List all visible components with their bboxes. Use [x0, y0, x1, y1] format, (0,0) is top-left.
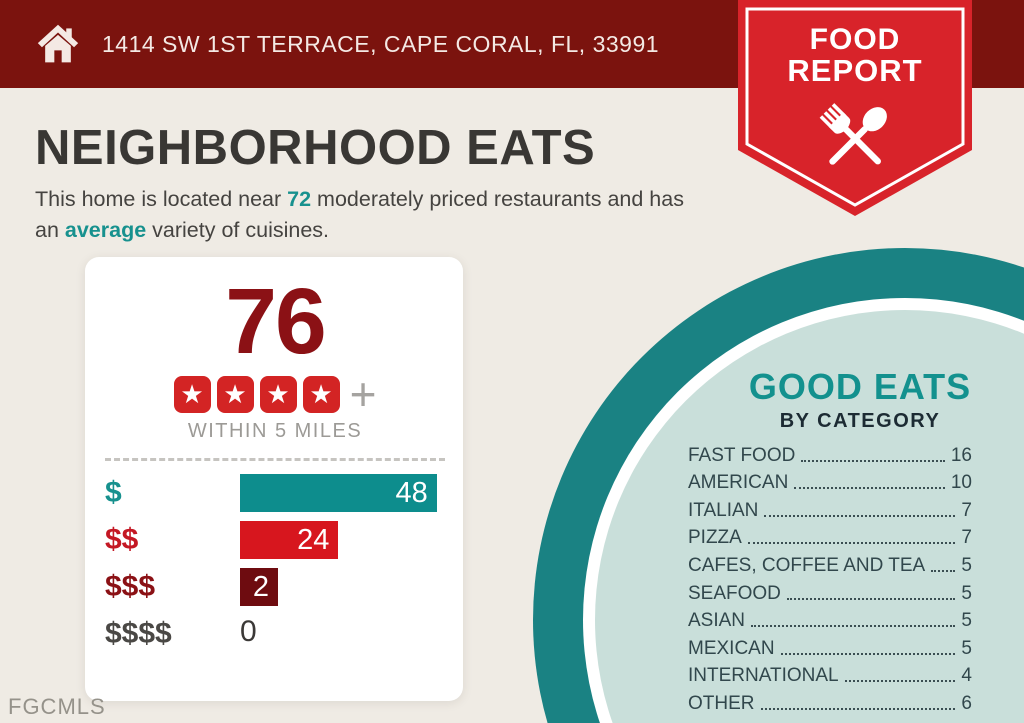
badge-title-line2: REPORT	[787, 53, 923, 89]
good-eats-subtitle: BY CATEGORY	[779, 410, 941, 432]
restaurant-count: 72	[287, 187, 312, 211]
plus-sign: +	[349, 368, 377, 420]
bar-row-dollar2: $$ 24	[105, 521, 445, 559]
bar-track: 2	[240, 568, 445, 606]
bar-row-dollar3: $$$ 2	[105, 568, 445, 606]
list-item: ITALIAN 7	[688, 499, 972, 521]
list-item: ASIAN 5	[688, 610, 972, 632]
subtitle-text: moderately priced restaurants and has an	[35, 187, 684, 242]
star-icon: ★	[173, 375, 211, 413]
price-label-dollar2: $$	[105, 523, 139, 556]
bar-value: 48	[395, 476, 428, 509]
score-card: 76 ★ ★ ★ ★ + WITHIN 5 MILES $ 48 $$	[85, 257, 463, 701]
good-eats-header: GOOD EATS BY CATEGORY	[690, 366, 1024, 433]
category-list: FAST FOOD 16 AMERICAN 10 ITALIAN 7 PIZZA 7 C…	[688, 441, 972, 717]
home-icon	[37, 24, 79, 63]
dotted-leader	[751, 625, 956, 628]
bar-track: 24	[240, 521, 445, 559]
radius-label: WITHIN 5 MILES	[187, 420, 363, 442]
dashed-divider	[105, 458, 445, 461]
bar-track: 0	[240, 615, 445, 653]
dotted-leader	[747, 542, 956, 545]
ribbon-shape	[738, 0, 972, 216]
bar-dollar2: 24	[240, 521, 339, 559]
list-item: CAFES, COFFEE AND TEA 5	[688, 554, 972, 576]
price-label-dollar3: $$$	[105, 570, 156, 603]
dotted-leader	[794, 487, 945, 490]
dotted-leader	[760, 707, 956, 710]
subtitle-text: This home is located near	[35, 187, 288, 211]
bar-value: 24	[297, 523, 330, 556]
dotted-leader	[801, 459, 945, 462]
price-label-dollar: $	[105, 476, 122, 509]
list-item: INTERNATIONAL 4	[688, 665, 972, 687]
dotted-leader	[786, 597, 956, 600]
bar-row-dollar: $ 48	[105, 474, 445, 512]
dotted-leader	[764, 514, 956, 517]
page-title: NEIGHBORHOOD EATS	[35, 121, 596, 175]
watermark: FGCMLS	[8, 694, 106, 719]
star-icon: ★	[216, 375, 254, 413]
star-icon: ★	[302, 375, 340, 413]
dotted-leader	[931, 569, 956, 572]
zero-value: 0	[240, 615, 257, 648]
food-report-badge: FOOD REPORT	[738, 0, 972, 216]
bar-row-dollar4: $$$$ 0	[105, 615, 445, 653]
dotted-leader	[844, 680, 956, 683]
property-address: 1414 SW 1ST TERRACE, CAPE CORAL, FL, 339…	[102, 30, 660, 57]
badge-title-line1: FOOD	[809, 23, 901, 56]
bar-dollar3: 2	[240, 568, 278, 606]
list-item: OTHER 6	[688, 692, 972, 714]
star-icon: ★	[259, 375, 297, 413]
subtitle-text: variety of cuisines.	[146, 217, 330, 242]
bar-value: 2	[252, 570, 269, 603]
list-item: PIZZA 7	[688, 527, 972, 549]
dotted-leader	[780, 652, 956, 655]
list-item: FAST FOOD 16	[688, 444, 972, 466]
price-level-bar-chart: $ 48 $$ 24 $$$ 2	[105, 474, 445, 653]
star-rating: ★ ★ ★ ★ +	[105, 368, 445, 420]
good-eats-title: GOOD EATS	[748, 366, 972, 407]
restaurant-score: 76	[225, 269, 326, 373]
badge-title: FOOD REPORT	[738, 24, 972, 87]
crossed-spoon-fork-icon	[819, 103, 887, 165]
variety-highlight: average	[64, 217, 147, 242]
page-subtitle: This home is located near 72 moderately …	[35, 184, 705, 245]
bar-track: 48	[240, 474, 445, 512]
bar-dollar: 48	[240, 474, 437, 512]
price-label-dollar4: $$$$	[105, 617, 172, 650]
list-item: MEXICAN 5	[688, 637, 972, 659]
list-item: SEAFOOD 5	[688, 582, 972, 604]
list-item: AMERICAN 10	[688, 472, 972, 494]
